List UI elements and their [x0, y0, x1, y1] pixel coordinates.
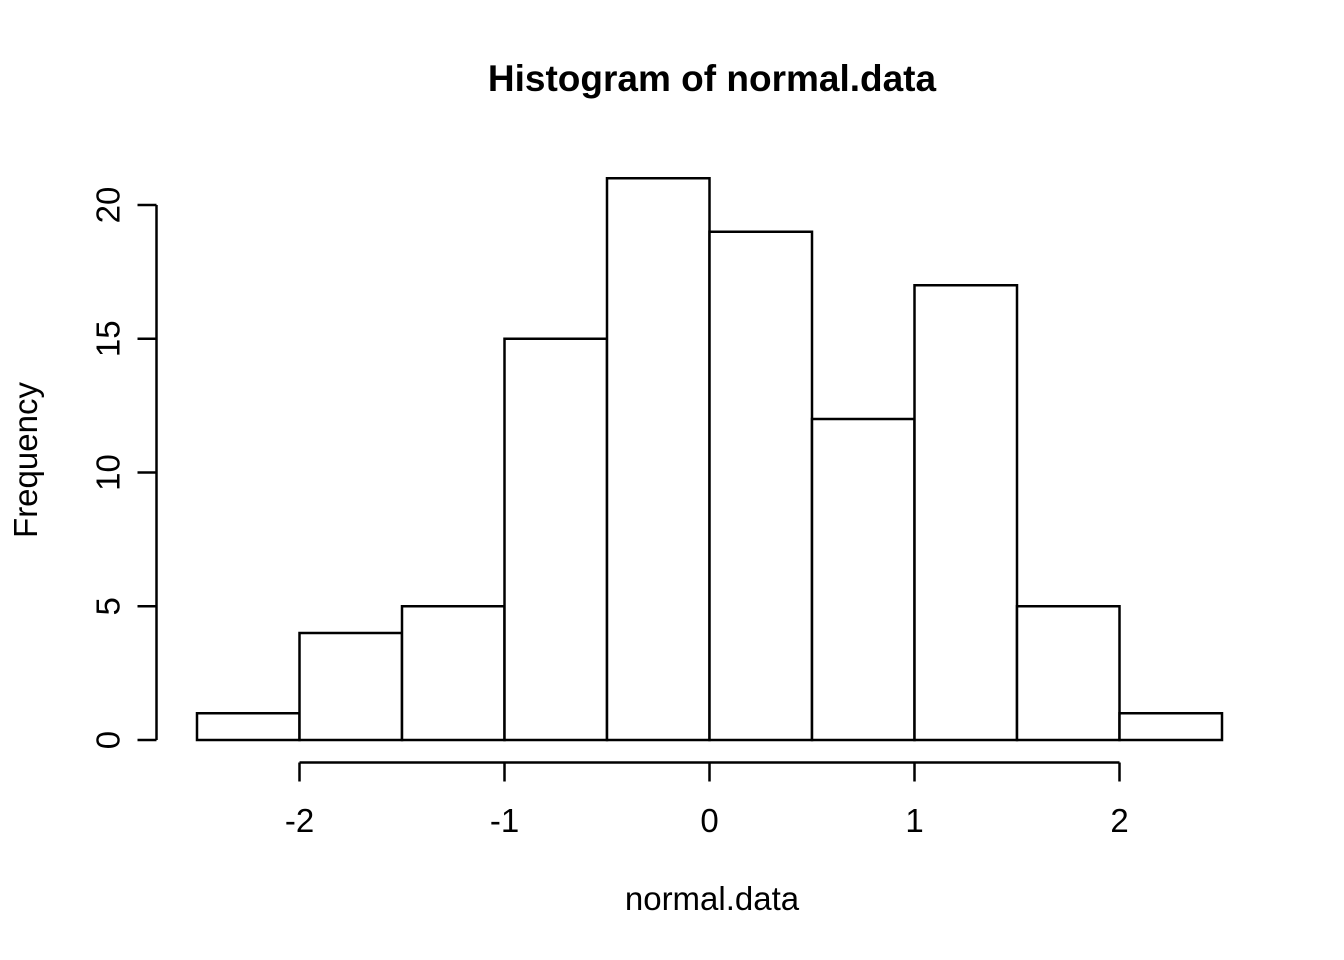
- histogram-bar: [195, 712, 301, 742]
- histogram-bar: [400, 605, 506, 742]
- histogram-bar: [810, 417, 916, 742]
- x-axis-label: normal.data: [624, 880, 800, 917]
- x-tick-label: 1: [905, 802, 923, 839]
- histogram-bar: [1118, 712, 1224, 742]
- histogram-bar: [1015, 605, 1121, 742]
- y-tick-label: 10: [90, 454, 127, 491]
- histogram-bar: [708, 230, 814, 742]
- x-tick-label: 2: [1110, 802, 1128, 839]
- y-tick-label: 0: [90, 731, 127, 749]
- x-tick-label: 0: [700, 802, 718, 839]
- y-tick-label: 5: [90, 597, 127, 615]
- histogram-bar: [913, 284, 1019, 742]
- histogram-bar: [298, 631, 404, 742]
- y-tick-label: 15: [90, 320, 127, 357]
- chart-title: Histogram of normal.data: [487, 58, 937, 99]
- x-tick-label: -2: [285, 802, 314, 839]
- histogram-bar: [503, 337, 609, 742]
- y-axis-label: Frequency: [7, 382, 44, 538]
- x-tick-label: -1: [490, 802, 519, 839]
- histogram-bar: [605, 177, 711, 742]
- y-tick-label: 20: [90, 187, 127, 224]
